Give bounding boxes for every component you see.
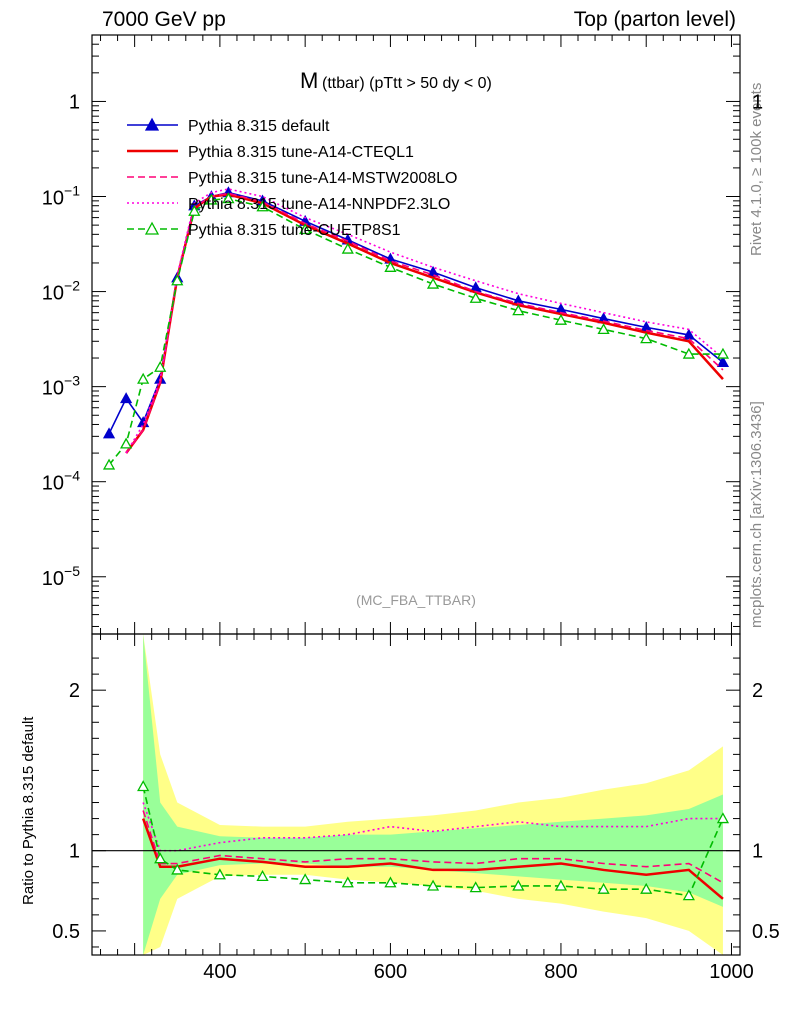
plot-title-rest: (ttbar) (pTtt > 50 dy < 0) [322,75,492,92]
y-tick-label-ratio-left: 1 [69,841,80,863]
main-series-4-marker [640,332,653,344]
legend-label-1: Pythia 8.315 tune-A14-CTEQL1 [188,144,414,161]
main-series-line-3 [125,188,724,454]
header-right: Top (parton level) [573,8,736,31]
data-curves [102,186,730,901]
ratio-series-3-marker [640,882,653,894]
y-tick-label-main: 10−3 [42,373,80,400]
main-series-4-marker [512,304,525,316]
legend-label-0: Pythia 8.315 default [188,118,330,135]
legend-label-4: Pythia 8.315 tune-CUETP8S1 [188,222,401,239]
main-series-4-marker [102,458,116,470]
plot-frames [91,34,741,956]
ratio-series-3-marker [299,873,312,885]
main-series-4-marker [341,242,354,254]
main-series-4-marker [222,192,235,204]
y-tick-label-main: 10−4 [42,468,80,495]
ratio-uncertainty-bands [143,634,723,955]
main-series-4-marker [188,204,201,216]
ratio-series-3-marker [256,870,269,882]
ratio-series-3-marker [341,876,354,888]
main-series-4-marker [256,200,269,212]
plot-title-main: M [300,68,318,93]
main-series-line-4 [108,197,723,466]
x-tick-label: 1000 [709,961,754,983]
y-tick-label-main: 10−2 [42,278,80,305]
y-tick-label-ratio-left: 2 [69,680,80,702]
main-series-4-marker [384,260,397,272]
ratio-series-3-marker [716,812,730,824]
ratio-series-3-marker [137,780,150,792]
watermark-label: (MC_FBA_TTBAR) [356,592,476,608]
legend-marker-0 [144,117,160,131]
y-tick-label-main: 10−5 [42,563,80,590]
legend: Pythia 8.315 default Pythia 8.315 tune-A1… [127,117,457,239]
x-tick-label: 400 [203,961,236,983]
y-tick-label-ratio-right: 1 [752,841,763,863]
y-tick-label-main: 1 [69,91,80,113]
ratio-series-line-0 [141,818,724,900]
ratio-series-3-marker [426,879,440,891]
ratio-series-3-marker [469,881,482,893]
x-tick-label: 800 [544,961,577,983]
header-left: 7000 GeV pp [102,8,226,31]
y-tick-label-main-right: 1 [752,91,763,113]
main-series-4-marker [137,372,150,384]
ratio-series-3-marker [213,868,226,880]
legend-label-3: Pythia 8.315 tune-A14-NNPDF2.3LO [188,196,450,213]
main-series-4-marker [205,193,218,205]
main-series-0-marker [120,392,133,404]
axis-ticks [92,34,740,955]
ratio-series-3-marker [554,879,568,891]
ratio-series-3-marker [597,882,610,894]
ratio-series-line-3 [142,786,724,897]
axis-tick-labels: 10−5 10−4 10−3 10−2 10−1 1 0.5 0.5 1 1 2 2 1 400 600 80… [42,91,780,983]
ratio-series-line-1 [142,810,724,884]
y-tick-label-ratio-right: 0.5 [752,921,780,943]
main-series-0-marker [426,265,440,277]
ratio-series-3-marker [171,863,184,875]
ratio-plot-frame [91,633,741,956]
main-series-4-marker [469,291,482,303]
main-series-4-marker [682,347,695,359]
ratio-series-3-marker [154,852,167,864]
y-tick-label-ratio-left: 0.5 [52,921,80,943]
main-series-4-marker [171,274,184,286]
legend-marker-4 [144,221,160,235]
main-series-0-marker [682,328,695,340]
main-series-4-marker [716,347,730,359]
ratio-series-3-marker [682,889,695,901]
main-series-4-marker [120,437,133,449]
main-series-4-marker [597,323,610,335]
x-tick-label: 600 [374,961,407,983]
main-series-line-2 [125,192,724,454]
main-series-4-marker [154,360,167,372]
y-tick-label-main: 10−1 [42,183,80,210]
legend-label-2: Pythia 8.315 tune-A14-MSTW2008LO [188,170,457,187]
y-tick-label-ratio-right: 2 [752,680,763,702]
main-series-0-marker [716,356,730,368]
main-series-4-marker [299,223,312,235]
ratio-series-3-marker [384,876,397,888]
main-series-4-marker [426,277,440,289]
ratio-series-3-marker [512,879,525,891]
main-series-4-marker [554,313,568,325]
ratio-band-outer [143,634,723,955]
main-series-0-marker [102,427,116,439]
ratio-band-inner [143,634,723,955]
